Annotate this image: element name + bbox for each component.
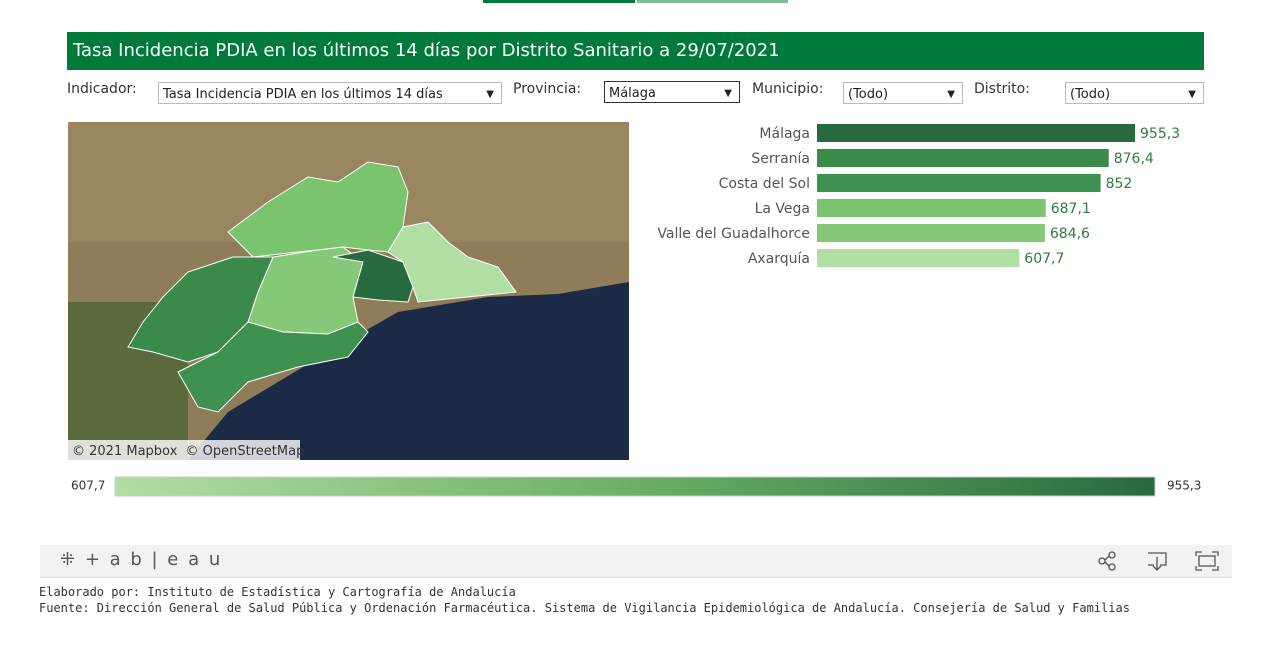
value-label: 852 <box>1106 176 1133 192</box>
map-credit[interactable]: © 2021 Mapbox © OpenStreetMap <box>72 444 304 459</box>
legend-max: 955,3 <box>1167 479 1201 493</box>
region[interactable] <box>387 221 517 303</box>
bar-chart: Málaga 955,3 Serranía 876,4 Costa del Sol 852… <box>657 124 1180 267</box>
sea <box>188 282 629 460</box>
category-label: Málaga <box>759 126 810 142</box>
tab[interactable] <box>483 0 635 3</box>
value-label: 876,4 <box>1114 151 1154 167</box>
bar <box>817 149 1109 167</box>
bar <box>817 199 1046 217</box>
category-label: Axarquía <box>748 251 810 267</box>
category-label: Costa del Sol <box>719 176 810 192</box>
filter-label: Distrito: <box>974 81 1030 97</box>
dropdown-value: Málaga <box>609 86 656 101</box>
dropdown-value: (Todo) <box>848 87 889 102</box>
footer-line: Elaborado por: Instituto de Estadística … <box>39 585 516 599</box>
bar <box>817 224 1045 242</box>
title: Tasa Incidencia PDIA en los últimos 14 d… <box>73 40 780 61</box>
dropdown[interactable]: Málaga ▼ <box>604 81 740 103</box>
filter-label: Municipio: <box>752 81 824 97</box>
tab[interactable] <box>637 0 788 3</box>
dropdown[interactable]: Tasa Incidencia PDIA en los últimos 14 d… <box>158 82 502 104</box>
dropdown[interactable]: (Todo) ▼ <box>1065 82 1204 104</box>
dropdown-value: (Todo) <box>1070 87 1111 102</box>
bar <box>817 124 1135 142</box>
footer-line: Fuente: Dirección General de Salud Públi… <box>39 601 1130 615</box>
filter-label: Provincia: <box>513 81 582 97</box>
category-label: La Vega <box>755 201 810 217</box>
toolbar-icons <box>1098 551 1219 571</box>
color-legend: 607,7 955,3 <box>71 476 1201 497</box>
gradient-bar <box>114 476 1156 497</box>
dropdown[interactable]: (Todo) ▼ <box>843 82 963 104</box>
brand: + a b | e a u <box>84 549 223 570</box>
value-label: 607,7 <box>1024 251 1064 267</box>
credit-bg <box>68 440 300 460</box>
legend-min: 607,7 <box>71 479 105 493</box>
filter-label: Indicador: <box>67 81 137 97</box>
header-bar: Tasa Incidencia PDIA en los últimos 14 d… <box>67 32 1204 70</box>
share-icon[interactable] <box>1098 551 1116 571</box>
category-label: Serranía <box>751 151 810 167</box>
bar <box>817 174 1101 192</box>
download-icon[interactable] <box>1148 552 1167 571</box>
value-label: 687,1 <box>1051 201 1091 217</box>
region[interactable] <box>177 321 369 413</box>
tableau-logo[interactable]: ⁜ + a b | e a u <box>60 549 223 570</box>
category-label: Valle del Guadalhorce <box>657 226 810 242</box>
bar <box>817 249 1020 267</box>
toolbar: ⁜ + a b | e a u <box>40 545 1232 578</box>
value-label: 955,3 <box>1140 126 1180 142</box>
fullscreen-icon[interactable] <box>1195 551 1219 571</box>
dropdown-value: Tasa Incidencia PDIA en los últimos 14 d… <box>163 87 443 102</box>
value-label: 684,6 <box>1050 226 1090 242</box>
map[interactable]: © 2021 Mapbox © OpenStreetMap <box>68 122 629 460</box>
region[interactable] <box>332 249 414 303</box>
